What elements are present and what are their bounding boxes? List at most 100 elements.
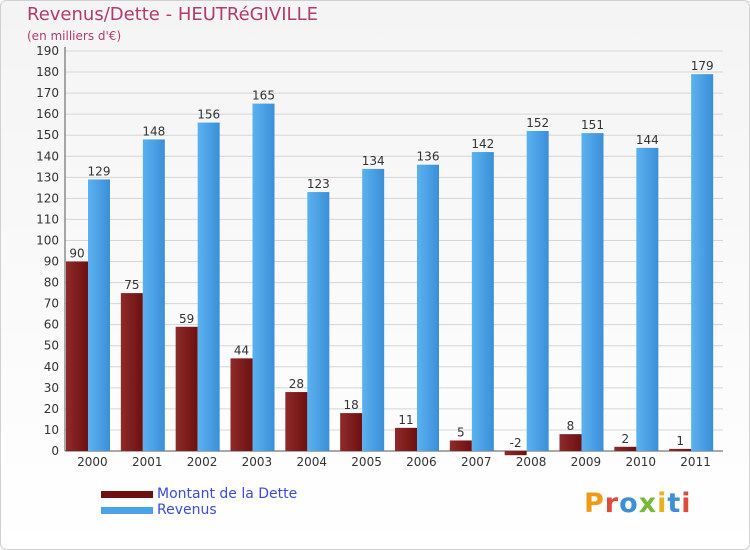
value-label: 151 — [581, 118, 604, 132]
logo-letter: i — [657, 488, 668, 519]
grid-lines — [65, 50, 723, 452]
x-tick-label: 2005 — [351, 455, 382, 469]
bar-revenus — [252, 103, 275, 451]
legend-swatch-revenus — [101, 507, 153, 514]
x-tick-label: 2009 — [571, 455, 602, 469]
logo-letter: P — [584, 488, 605, 519]
y-tick-label: 60 — [44, 318, 59, 332]
bar-dette — [504, 451, 527, 456]
value-label: 144 — [636, 133, 659, 147]
x-tick-label: 2004 — [296, 455, 327, 469]
bar-dette — [285, 392, 308, 451]
y-tick-label: 10 — [44, 423, 59, 437]
logo-letter: o — [619, 488, 639, 519]
bar-dette — [66, 261, 88, 451]
bar-dette — [340, 413, 363, 451]
value-label: 179 — [691, 59, 714, 73]
y-tick-label: 0 — [51, 444, 59, 458]
x-tick-label: 2011 — [680, 455, 711, 469]
bar-revenus — [581, 133, 604, 451]
value-label: 28 — [289, 377, 304, 391]
value-label: -2 — [510, 436, 522, 450]
bar-dette — [120, 293, 143, 451]
y-tick-label: 90 — [44, 255, 59, 269]
value-label: 59 — [179, 312, 194, 326]
x-tick-label: 2000 — [77, 455, 108, 469]
bar-dette — [559, 434, 582, 451]
chart-subtitle: (en milliers d'€) — [27, 29, 122, 43]
value-label: 11 — [398, 413, 413, 427]
value-label: 8 — [567, 419, 575, 433]
x-tick-label: 2003 — [242, 455, 273, 469]
bar-dette — [669, 448, 692, 451]
y-tick-label: 110 — [36, 212, 59, 226]
logo-letter: x — [638, 488, 658, 519]
y-tick-label: 50 — [44, 339, 59, 353]
legend-label-revenus: Revenus — [157, 502, 217, 518]
y-tick-label: 180 — [36, 65, 59, 79]
bar-dette — [614, 446, 637, 451]
y-tick-label: 100 — [36, 233, 59, 247]
x-tick-label: 2002 — [187, 455, 218, 469]
y-tick-label: 40 — [44, 360, 59, 374]
y-tick-label: 140 — [36, 149, 59, 163]
y-tick-label: 30 — [44, 381, 59, 395]
value-label: 18 — [344, 398, 359, 412]
y-tick-label: 80 — [44, 276, 59, 290]
logo-letter: i — [681, 488, 692, 519]
bar-dette — [395, 427, 417, 451]
x-tick-label: 2008 — [516, 455, 547, 469]
bar-revenus — [307, 192, 330, 452]
bars — [66, 74, 714, 456]
y-tick-label: 150 — [36, 128, 59, 142]
bar-revenus — [88, 179, 110, 451]
value-labels: 901297514859156441652812318134111365142-… — [69, 59, 713, 450]
value-label: 123 — [307, 177, 330, 191]
y-tick-label: 190 — [36, 44, 59, 58]
proxiti-logo: Proxiti — [584, 488, 692, 519]
bar-dette — [175, 326, 198, 451]
value-label: 152 — [526, 116, 549, 130]
value-label: 75 — [124, 278, 139, 292]
bar-revenus — [142, 139, 165, 451]
bar-dette — [230, 358, 253, 451]
value-label: 148 — [142, 124, 165, 138]
bar-dette — [449, 440, 472, 451]
logo-letter: r — [604, 488, 620, 519]
bar-revenus — [197, 122, 220, 451]
bar-revenus — [691, 74, 714, 451]
legend-label-dette: Montant de la Dette — [157, 486, 298, 502]
bar-revenus — [362, 168, 385, 452]
legend-swatch-dette — [101, 491, 153, 498]
value-label: 129 — [88, 164, 111, 178]
value-label: 44 — [234, 343, 249, 357]
axes: 0 10 20 30 40 50 60 70 80 90 100 110 120 130 140 150 160… — [36, 44, 723, 469]
value-label: 90 — [69, 247, 84, 261]
x-tick-label: 2010 — [625, 455, 656, 469]
y-tick-label: 70 — [44, 297, 59, 311]
y-tick-label: 170 — [36, 86, 59, 100]
y-tick-label: 160 — [36, 107, 59, 121]
y-tick-label: 120 — [36, 191, 59, 205]
y-tick-label: 20 — [44, 402, 59, 416]
bar-revenus — [636, 147, 659, 451]
value-label: 156 — [197, 108, 220, 122]
value-label: 142 — [471, 137, 494, 151]
x-tick-label: 2007 — [461, 455, 492, 469]
value-label: 5 — [457, 425, 465, 439]
x-tick-label: 2006 — [406, 455, 437, 469]
x-tick-label: 2001 — [132, 455, 163, 469]
bar-revenus — [526, 131, 549, 451]
y-tick-label: 130 — [36, 170, 59, 184]
bar-revenus — [417, 164, 439, 451]
bar-revenus — [471, 152, 494, 452]
value-label: 1 — [676, 434, 684, 448]
chart-title: Revenus/Dette - HEUTRéGIVILLE — [27, 4, 318, 25]
value-label: 136 — [417, 150, 440, 164]
logo-letter: t — [667, 488, 682, 519]
value-label: 134 — [362, 154, 385, 168]
value-label: 2 — [622, 432, 630, 446]
value-label: 165 — [252, 89, 275, 103]
